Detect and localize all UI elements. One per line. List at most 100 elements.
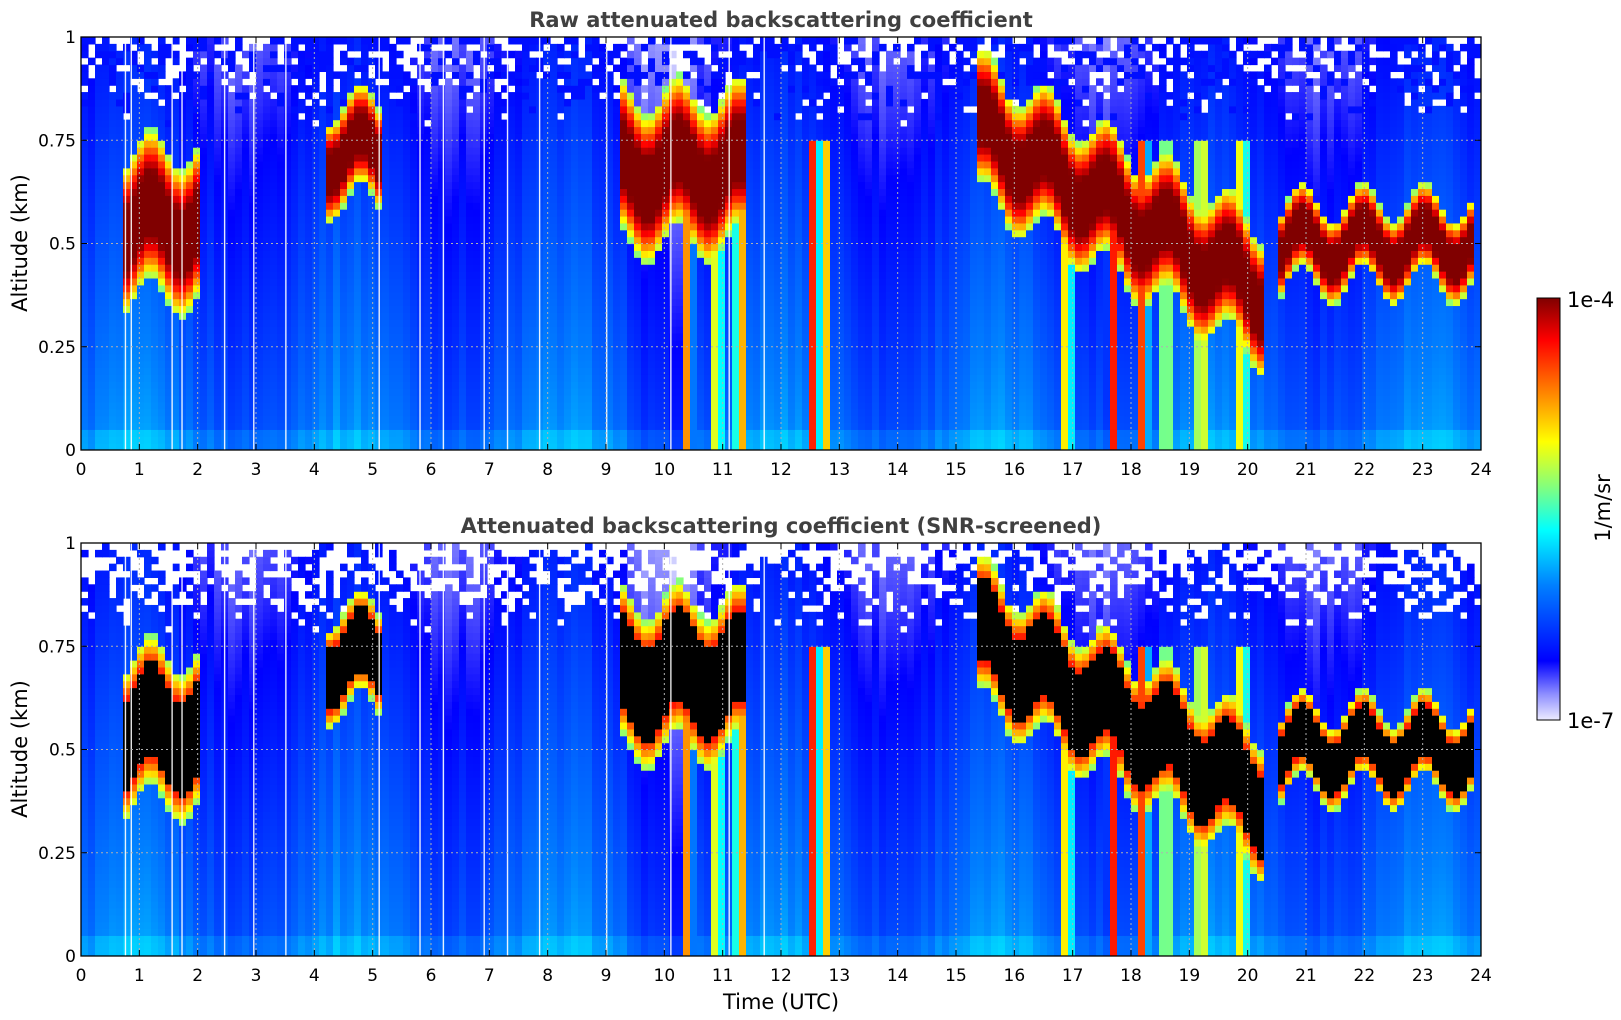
heatmap-cell (284, 92, 292, 100)
heatmap-cell (669, 332, 677, 341)
heatmap-cell (312, 160, 320, 169)
heatmap-cell (417, 243, 425, 251)
heatmap-cell (592, 257, 600, 265)
heatmap-cell (340, 112, 348, 121)
heatmap-cell (403, 202, 411, 210)
heatmap-cell (606, 408, 614, 417)
heatmap-cell (592, 388, 600, 396)
heatmap-cell (333, 229, 341, 238)
heatmap-cell (529, 401, 537, 410)
heatmap-cell (109, 229, 117, 238)
heatmap-cell (340, 154, 348, 162)
heatmap-cell (263, 388, 271, 396)
heatmap-cell (641, 436, 649, 444)
heatmap-cell (200, 140, 208, 148)
heatmap-cell (620, 319, 628, 327)
heatmap-cell (543, 181, 551, 190)
heatmap-cell (522, 312, 530, 320)
heatmap-cell (130, 271, 138, 279)
heatmap-cell (137, 92, 145, 100)
heatmap-cell (585, 381, 593, 389)
heatmap-cell (368, 415, 376, 424)
heatmap-cell (333, 367, 341, 375)
heatmap-cell (277, 222, 285, 231)
heatmap-cell (144, 353, 152, 362)
heatmap-cell (669, 160, 677, 169)
heatmap-cell (606, 326, 614, 334)
heatmap-cell (333, 408, 341, 417)
heatmap-cell (172, 202, 180, 210)
heatmap-cell (228, 408, 236, 417)
heatmap-cell (186, 98, 194, 107)
heatmap-cell (102, 140, 110, 148)
heatmap-cell (550, 98, 558, 107)
heatmap-cell (613, 284, 621, 293)
heatmap-cell (158, 374, 166, 382)
heatmap-cell (396, 78, 404, 86)
heatmap-cell (403, 312, 411, 320)
heatmap-cell (102, 388, 110, 396)
heatmap-cell (641, 105, 649, 114)
heatmap-cell (193, 277, 201, 286)
heatmap-cell (410, 346, 418, 355)
heatmap-cell (235, 374, 243, 382)
heatmap-cell (662, 374, 670, 382)
heatmap-cell (403, 78, 411, 86)
heatmap-cell (438, 436, 446, 444)
heatmap-cell (424, 160, 432, 169)
heatmap-cell (662, 160, 670, 169)
heatmap-cell (403, 305, 411, 313)
heatmap-cell (319, 429, 327, 437)
heatmap-cell (403, 154, 411, 162)
heatmap-cell (522, 381, 530, 389)
heatmap-cell (613, 415, 621, 424)
heatmap-cell (599, 85, 607, 93)
heatmap-cell (557, 85, 565, 93)
heatmap-cell (368, 85, 376, 93)
heatmap-cell (613, 126, 621, 134)
heatmap-cell (95, 174, 103, 183)
heatmap-cell (515, 215, 523, 224)
heatmap-cell (256, 388, 264, 396)
heatmap-cell (130, 415, 138, 424)
heatmap-cell (242, 236, 250, 245)
heatmap-cell (95, 305, 103, 313)
heatmap-cell (599, 367, 607, 375)
heatmap-cell (354, 236, 362, 245)
heatmap-cell (179, 243, 187, 251)
heatmap-cell (445, 181, 453, 190)
heatmap-cell (326, 43, 334, 52)
heatmap-cell (151, 374, 159, 382)
heatmap-cell (340, 326, 348, 334)
heatmap-cell (389, 339, 397, 348)
heatmap-cell (207, 257, 215, 265)
heatmap-cell (473, 160, 481, 169)
heatmap-cell (277, 243, 285, 251)
heatmap-cell (620, 339, 628, 348)
heatmap-cell (445, 408, 453, 417)
heatmap-cell (158, 415, 166, 424)
heatmap-cell (494, 408, 502, 417)
heatmap-cell (410, 160, 418, 169)
heatmap-cell (193, 43, 201, 52)
heatmap-cell (242, 140, 250, 148)
heatmap-cell (235, 264, 243, 272)
heatmap-cell (298, 388, 306, 396)
heatmap-cell (312, 381, 320, 389)
heatmap-cell (571, 367, 579, 375)
heatmap-cell (312, 312, 320, 320)
heatmap-cell (655, 181, 663, 190)
heatmap-cell (494, 57, 502, 66)
heatmap-cell (655, 160, 663, 169)
heatmap-cell (417, 85, 425, 93)
heatmap-cell (508, 298, 516, 307)
heatmap-cell (515, 167, 523, 176)
heatmap-cell (620, 298, 628, 307)
heatmap-cell (634, 401, 642, 410)
heatmap-cell (193, 401, 201, 410)
heatmap-cell (95, 98, 103, 107)
heatmap-cell (501, 71, 509, 79)
heatmap-cell (585, 243, 593, 251)
heatmap-cell (508, 367, 516, 375)
heatmap-cell (312, 195, 320, 203)
